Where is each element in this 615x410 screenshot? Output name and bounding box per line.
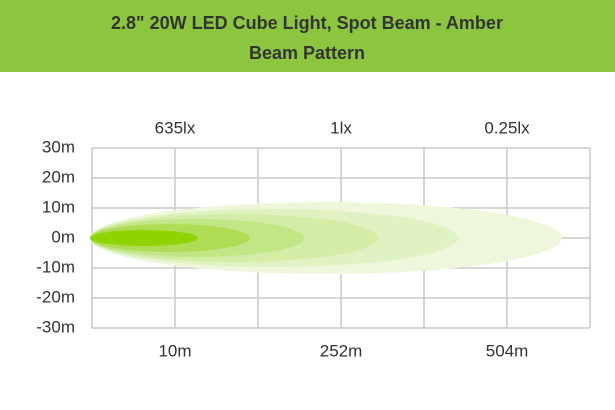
lux-label: 1lx [330,118,352,137]
x-tick-label: 504m [486,341,529,360]
y-tick-label: -10m [36,257,75,276]
beam [90,202,562,274]
x-tick-label: 10m [158,341,191,360]
lux-label: 635lx [155,118,196,137]
y-tick-label: 30m [42,137,75,156]
y-tick-label: 20m [42,167,75,186]
lux-label: 0.25lx [484,118,530,137]
beam-core [90,230,198,246]
title-band [0,0,615,72]
chart-title: 2.8" 20W LED Cube Light, Spot Beam - Amb… [111,13,503,33]
y-tick-label: -20m [36,287,75,306]
y-tick-label: 0m [51,227,75,246]
chart-subtitle: Beam Pattern [249,43,365,63]
x-tick-label: 252m [320,341,363,360]
y-tick-label: -30m [36,317,75,336]
y-tick-label: 10m [42,197,75,216]
